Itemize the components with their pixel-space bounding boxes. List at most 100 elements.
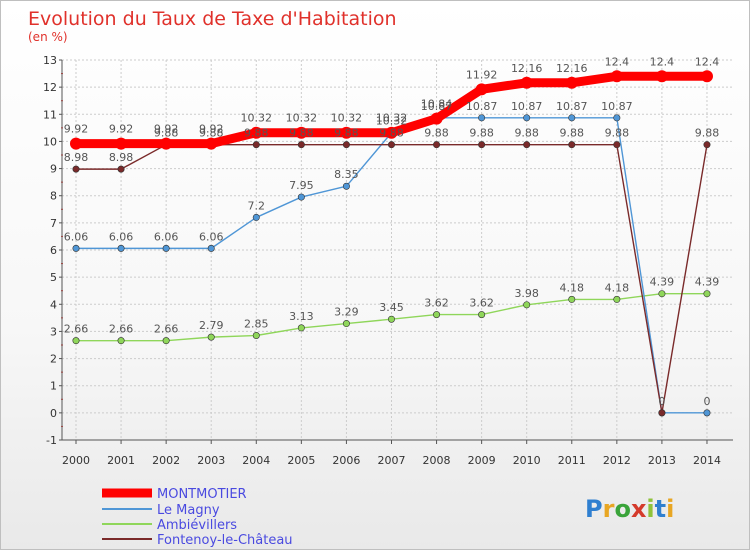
- x-tick-label: 2009: [468, 454, 496, 467]
- logo-text: Proxiti: [585, 495, 674, 523]
- x-tick-label: 2002: [152, 454, 180, 467]
- y-tick-label: 11: [43, 108, 57, 121]
- data-label: 8.35: [334, 168, 359, 181]
- data-label: 9.88: [424, 127, 449, 140]
- data-point: [523, 301, 531, 309]
- data-label: 2.79: [199, 319, 224, 332]
- data-point: [117, 165, 125, 173]
- data-label: 10.32: [376, 112, 408, 125]
- data-label: 2.85: [244, 318, 269, 331]
- data-point: [658, 290, 666, 298]
- data-point: [703, 409, 711, 417]
- data-point: [117, 244, 125, 252]
- y-tick-label: 1: [50, 380, 57, 393]
- data-label: 10.32: [286, 112, 318, 125]
- data-point: [252, 141, 260, 149]
- logo-letter: x: [631, 495, 647, 523]
- y-tick-label: 2: [50, 353, 57, 366]
- data-point: [72, 337, 80, 345]
- data-label: 3.62: [424, 297, 449, 310]
- data-label: 0: [658, 395, 665, 408]
- data-point: [703, 290, 711, 298]
- data-label: 9.88: [560, 127, 585, 140]
- data-label: 8.98: [109, 151, 134, 164]
- data-point: [295, 126, 308, 139]
- data-label: 9.88: [514, 127, 539, 140]
- data-label: 3.98: [514, 287, 539, 300]
- data-point: [205, 137, 218, 150]
- y-tick-label: 7: [50, 217, 57, 230]
- data-point: [342, 141, 350, 149]
- data-label: 4.39: [650, 276, 675, 289]
- data-point: [297, 141, 305, 149]
- x-tick-label: 2013: [648, 454, 676, 467]
- data-label: 4.18: [560, 281, 585, 294]
- legend-label-1: Le Magny: [157, 503, 220, 518]
- data-point: [475, 83, 488, 96]
- data-point: [478, 141, 486, 149]
- data-point: [385, 126, 398, 139]
- data-point: [523, 114, 531, 122]
- data-label: 10.32: [376, 115, 408, 128]
- data-point: [610, 70, 623, 83]
- data-label: 6.06: [109, 230, 134, 243]
- series-layer: [70, 70, 713, 417]
- data-point: [655, 70, 668, 83]
- data-label: 9.88: [605, 127, 630, 140]
- data-point: [478, 311, 486, 319]
- x-tick-label: 2008: [423, 454, 451, 467]
- x-tick-label: 2010: [513, 454, 541, 467]
- logo-letter: i: [666, 495, 674, 523]
- x-tick-label: 2012: [603, 454, 631, 467]
- data-point: [568, 141, 576, 149]
- data-label: 10.87: [466, 100, 498, 113]
- data-point: [430, 112, 443, 125]
- data-label: 9.88: [289, 127, 314, 140]
- legend-label-3: Fontenoy-le-Château: [157, 533, 293, 548]
- data-point: [250, 126, 263, 139]
- data-label: 11.92: [466, 68, 498, 81]
- data-label: 9.92: [154, 123, 179, 136]
- data-point: [658, 409, 666, 417]
- data-point: [70, 137, 82, 150]
- data-label: 9.88: [469, 127, 494, 140]
- data-point: [387, 141, 395, 149]
- data-label: 2.66: [109, 323, 134, 336]
- data-label: 8.98: [64, 151, 89, 164]
- data-point: [252, 213, 260, 221]
- data-point: [342, 320, 350, 328]
- data-label: 3.62: [469, 297, 494, 310]
- y-tick-label: 0: [50, 407, 57, 420]
- y-tick-label: 9: [50, 163, 57, 176]
- y-tick-label: 5: [50, 271, 57, 284]
- data-label: 10.87: [556, 100, 588, 113]
- legend-label-0: MONTMOTIER: [157, 487, 247, 502]
- y-tick-label: 8: [50, 190, 57, 203]
- data-label: 12.4: [650, 55, 675, 68]
- data-label: 12.4: [695, 55, 720, 68]
- data-label: 12.4: [605, 55, 630, 68]
- x-tick-label: 2014: [693, 454, 721, 467]
- data-label: 7.2: [248, 199, 266, 212]
- data-label: 12.16: [556, 62, 588, 75]
- data-point: [568, 114, 576, 122]
- data-label: 9.92: [109, 123, 134, 136]
- x-tick-label: 2006: [332, 454, 360, 467]
- x-tick-label: 2003: [197, 454, 225, 467]
- data-point: [162, 337, 170, 345]
- x-tick-label: 2004: [242, 454, 270, 467]
- data-point: [613, 114, 621, 122]
- data-point: [340, 126, 353, 139]
- data-point: [115, 137, 128, 150]
- y-tick-label: 6: [50, 244, 57, 257]
- data-point: [433, 311, 441, 319]
- data-point: [342, 182, 350, 190]
- data-point: [478, 114, 486, 122]
- data-point: [72, 244, 80, 252]
- data-label: 10.87: [511, 100, 543, 113]
- data-point: [433, 141, 441, 149]
- y-tick-label: 12: [43, 81, 57, 94]
- data-label: 12.16: [511, 62, 543, 75]
